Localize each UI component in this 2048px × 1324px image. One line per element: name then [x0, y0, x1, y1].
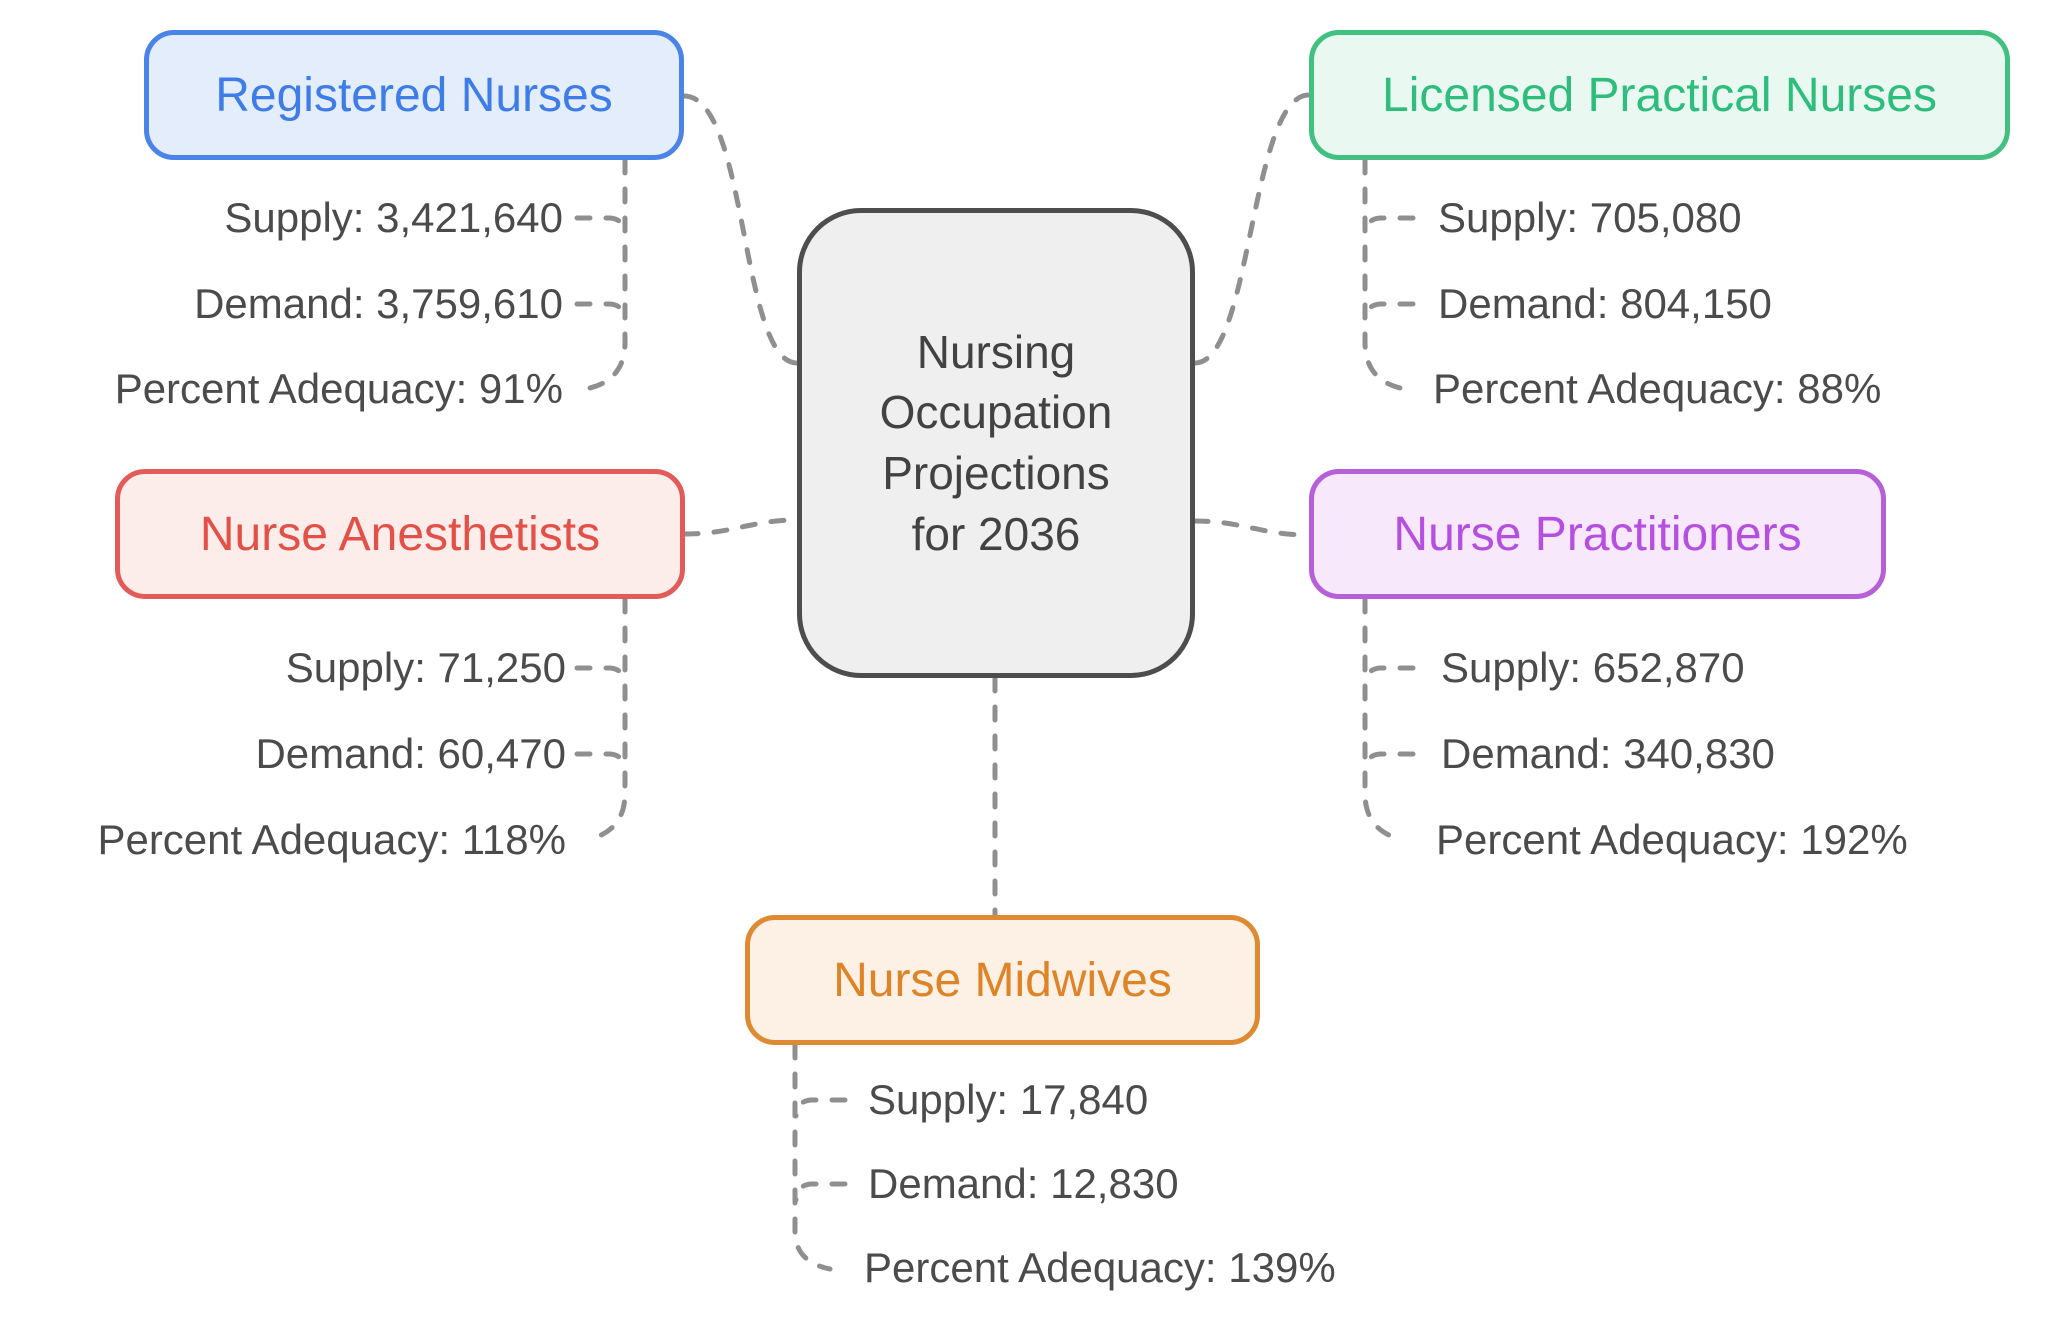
stat-supply-nurse-midwives: Supply: 17,840 [868, 1076, 1149, 1123]
stub-nurse-anesthetists-demand [574, 751, 628, 773]
trunk-nurse-midwives-stats [792, 1042, 833, 1272]
trunk-nurse-practitioners-stats [1362, 596, 1403, 842]
connector-center-to-nurse-practitioners [1192, 518, 1312, 538]
trunk-licensed-practical-nurses-stats [1362, 157, 1403, 391]
stat-adequacy-nurse-practitioners: Percent Adequacy: 192% [1436, 816, 1908, 863]
center-node-nursing-occupation-projections: Nursing Occupation Projections for 2036 [797, 208, 1195, 678]
stub-licensed-practical-nurses-supply [1362, 215, 1416, 237]
stat-supply-registered-nurses: Supply: 3,421,640 [224, 194, 563, 241]
branch-box-nurse-midwives: Nurse Midwives [745, 915, 1260, 1045]
branch-label-nurse-practitioners: Nurse Practitioners [1393, 507, 1802, 561]
branch-box-licensed-practical-nurses: Licensed Practical Nurses [1309, 30, 2010, 160]
stub-nurse-anesthetists-supply [574, 665, 628, 687]
stub-registered-nurses-demand [574, 301, 628, 323]
connector-center-to-registered-nurses [681, 93, 800, 366]
connector-center-to-licensed-practical-nurses [1192, 92, 1312, 366]
stat-demand-nurse-practitioners: Demand: 340,830 [1441, 730, 1775, 777]
stat-adequacy-nurse-midwives: Percent Adequacy: 139% [864, 1244, 1336, 1291]
branch-label-licensed-practical-nurses: Licensed Practical Nurses [1382, 68, 1937, 122]
stat-adequacy-registered-nurses: Percent Adequacy: 91% [114, 365, 563, 412]
stat-demand-nurse-anesthetists: Demand: 60,470 [255, 730, 566, 777]
stub-nurse-midwives-supply [793, 1097, 848, 1119]
stat-supply-licensed-practical-nurses: Supply: 705,080 [1438, 194, 1742, 241]
stat-supply-nurse-practitioners: Supply: 652,870 [1441, 644, 1745, 691]
stub-nurse-practitioners-supply [1362, 665, 1416, 687]
branch-label-nurse-midwives: Nurse Midwives [833, 953, 1172, 1007]
branch-label-nurse-anesthetists: Nurse Anesthetists [199, 507, 601, 561]
stub-nurse-midwives-demand [793, 1181, 848, 1203]
connector-center-to-nurse-anesthetists [682, 517, 800, 537]
branch-box-registered-nurses: Registered Nurses [144, 30, 684, 160]
branch-box-nurse-practitioners: Nurse Practitioners [1309, 469, 1886, 599]
stat-demand-licensed-practical-nurses: Demand: 804,150 [1438, 280, 1772, 327]
trunk-registered-nurses-stats [587, 157, 628, 391]
stub-licensed-practical-nurses-demand [1362, 301, 1416, 323]
stat-demand-registered-nurses: Demand: 3,759,610 [194, 280, 563, 327]
stat-demand-nurse-midwives: Demand: 12,830 [868, 1160, 1179, 1207]
stat-adequacy-licensed-practical-nurses: Percent Adequacy: 88% [1433, 365, 1882, 412]
trunk-nurse-anesthetists-stats [587, 596, 628, 842]
stat-supply-nurse-anesthetists: Supply: 71,250 [285, 644, 566, 691]
stub-registered-nurses-supply [574, 215, 628, 237]
branch-label-registered-nurses: Registered Nurses [215, 68, 613, 122]
stub-nurse-practitioners-demand [1362, 751, 1416, 773]
center-node-title: Nursing Occupation Projections for 2036 [879, 325, 1113, 560]
stat-adequacy-nurse-anesthetists: Percent Adequacy: 118% [97, 816, 566, 863]
branch-box-nurse-anesthetists: Nurse Anesthetists [115, 469, 685, 599]
